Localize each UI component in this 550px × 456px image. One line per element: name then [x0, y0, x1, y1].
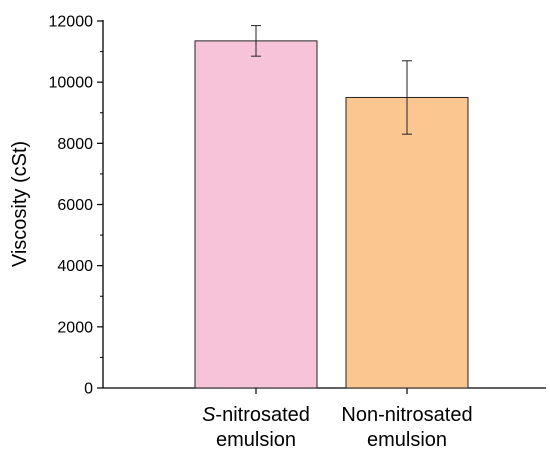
bars	[194, 25, 469, 389]
axes	[102, 20, 546, 394]
y-tick-label: 6000	[57, 197, 93, 214]
y-ticks: 0 2000 4000 6000 8000 10000 12000	[49, 14, 103, 398]
y-axis-title: Viscosity (cSt)	[9, 141, 31, 267]
y-tick-label: 10000	[49, 75, 94, 92]
bar	[345, 96, 469, 389]
category-label-text: -nitrosated	[215, 404, 310, 426]
y-tick-label: 8000	[57, 136, 93, 153]
category-label-line2: emulsion	[216, 429, 296, 451]
category-label-line1: Non-nitrosated	[341, 404, 472, 426]
category-label-line2: emulsion	[367, 429, 447, 451]
category-label-text: Non-nitrosated	[341, 404, 472, 426]
y-tick-label: 0	[84, 381, 93, 398]
category-labels: S-nitrosated emulsion Non-nitrosated emulsi…	[202, 404, 473, 451]
bar	[194, 40, 318, 389]
y-tick-label: 12000	[49, 14, 94, 31]
category-label-line1: S-nitrosated	[202, 404, 310, 426]
category-label-italic-prefix: S	[202, 404, 216, 426]
y-tick-label: 4000	[57, 258, 93, 275]
y-tick-label: 2000	[57, 319, 93, 336]
